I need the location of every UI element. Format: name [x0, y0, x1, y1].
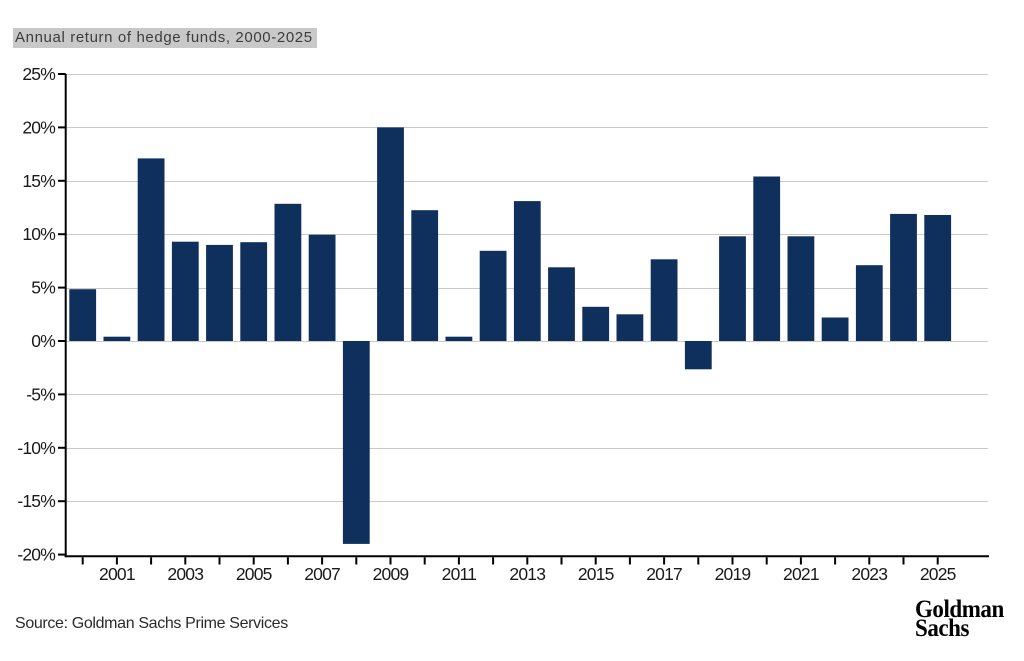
svg-text:2005: 2005	[236, 564, 272, 584]
svg-text:-5%: -5%	[26, 384, 55, 404]
svg-text:-15%: -15%	[17, 491, 55, 511]
svg-text:2003: 2003	[167, 564, 203, 584]
svg-text:2011: 2011	[442, 564, 476, 584]
svg-text:15%: 15%	[22, 171, 55, 191]
svg-text:2017: 2017	[646, 564, 682, 584]
svg-text:2001: 2001	[99, 564, 135, 584]
svg-text:20%: 20%	[22, 117, 55, 137]
svg-text:2021: 2021	[783, 564, 819, 584]
svg-text:0%: 0%	[31, 331, 55, 351]
svg-text:2019: 2019	[715, 564, 751, 584]
svg-text:2007: 2007	[304, 564, 340, 584]
svg-text:2023: 2023	[851, 564, 887, 584]
svg-text:5%: 5%	[31, 278, 55, 298]
svg-text:25%: 25%	[22, 64, 55, 84]
svg-text:2013: 2013	[509, 564, 545, 584]
svg-text:2025: 2025	[920, 564, 956, 584]
svg-text:2009: 2009	[373, 564, 409, 584]
svg-text:-20%: -20%	[17, 545, 55, 565]
svg-text:-10%: -10%	[17, 438, 55, 458]
svg-text:10%: 10%	[22, 224, 55, 244]
svg-text:2015: 2015	[578, 564, 614, 584]
